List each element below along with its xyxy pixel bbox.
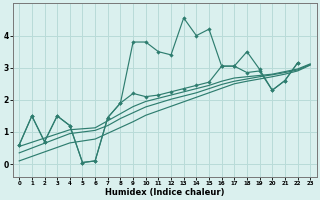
X-axis label: Humidex (Indice chaleur): Humidex (Indice chaleur) [105, 188, 224, 197]
